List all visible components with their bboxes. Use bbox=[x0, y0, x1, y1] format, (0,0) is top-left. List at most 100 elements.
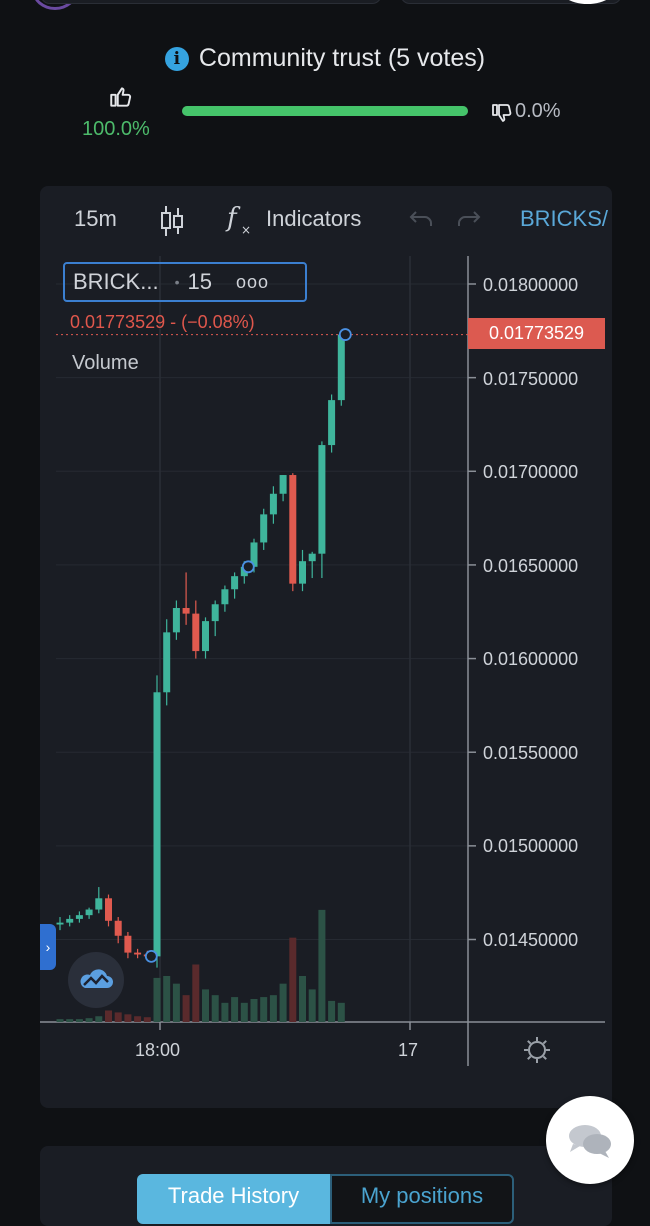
price-chart-panel: 15m f × Indicators BRICKS/ BRICK... • 15… bbox=[40, 186, 612, 1108]
thumbs-down-icon[interactable] bbox=[490, 101, 514, 125]
trade-marker bbox=[338, 328, 352, 341]
volume-bar bbox=[289, 937, 297, 1022]
volume-bar bbox=[143, 1017, 151, 1022]
symbol-selector[interactable]: BRICKS/ bbox=[520, 206, 609, 231]
volume-bar bbox=[221, 1002, 229, 1022]
candle-body bbox=[163, 632, 171, 693]
candle-body bbox=[328, 400, 336, 446]
legend-more-icon[interactable]: ooo bbox=[235, 271, 270, 292]
y-tick-label: 0.01650000 bbox=[483, 556, 579, 576]
candle-body bbox=[202, 621, 209, 652]
candle-body bbox=[337, 334, 345, 401]
volume-bar bbox=[66, 1019, 74, 1022]
volume-bar bbox=[182, 995, 190, 1022]
volume-bar bbox=[192, 964, 200, 1022]
chart-toolbar: 15m f × Indicators BRICKS/ bbox=[40, 186, 612, 252]
candle-body bbox=[134, 952, 142, 955]
candle-body bbox=[192, 613, 200, 652]
volume-bar bbox=[172, 983, 180, 1022]
volume-bar bbox=[328, 1000, 336, 1022]
volume-bar bbox=[105, 1010, 112, 1022]
volume-bar bbox=[299, 976, 306, 1022]
candle-body bbox=[211, 604, 219, 622]
volume-bar bbox=[56, 1019, 64, 1022]
legend-separator: • bbox=[174, 274, 180, 290]
volume-bar bbox=[211, 995, 219, 1022]
settings-gear-icon[interactable] bbox=[523, 1036, 551, 1064]
candle-body bbox=[66, 918, 74, 923]
svg-text:×: × bbox=[241, 223, 251, 237]
chart-legend[interactable]: BRICK... • 15 ooo bbox=[63, 262, 307, 302]
indicators-button[interactable]: Indicators bbox=[266, 206, 362, 231]
volume-bar bbox=[269, 995, 277, 1022]
trust-progress-fill bbox=[182, 106, 468, 116]
volume-bar bbox=[124, 1014, 132, 1022]
thumbs-up-icon[interactable] bbox=[108, 84, 134, 110]
volume-bar bbox=[240, 1002, 248, 1022]
volume-bar bbox=[279, 983, 287, 1022]
candle-body bbox=[318, 445, 326, 554]
top-avatar[interactable] bbox=[555, 0, 620, 4]
candle-body bbox=[308, 553, 316, 562]
tab-trade-history[interactable]: Trade History bbox=[137, 1174, 330, 1224]
community-trust-header: i Community trust (5 votes) bbox=[0, 44, 650, 73]
volume-bar bbox=[318, 909, 326, 1022]
trust-up-percent: 100.0% bbox=[82, 118, 150, 140]
candle-type-icon[interactable] bbox=[158, 204, 186, 238]
volume-label: Volume bbox=[72, 352, 139, 374]
y-tick-label: 0.01600000 bbox=[483, 649, 579, 669]
x-tick-label: 17 bbox=[398, 1040, 419, 1060]
volume-bar bbox=[202, 989, 209, 1022]
candle-body bbox=[114, 920, 122, 936]
candle-body bbox=[279, 475, 287, 494]
candle-body bbox=[231, 576, 239, 590]
volume-bar bbox=[163, 976, 171, 1022]
legend-price-change: 0.01773529 - (−0.08%) bbox=[70, 312, 255, 332]
legend-interval: 15 bbox=[187, 269, 212, 294]
trade-marker bbox=[241, 560, 255, 574]
y-tick-label: 0.01550000 bbox=[483, 743, 579, 763]
volume-bar bbox=[85, 1018, 93, 1022]
interval-selector[interactable]: 15m bbox=[74, 206, 117, 231]
volume-bar bbox=[153, 977, 161, 1022]
current-price-tag: 0.01773529 bbox=[468, 318, 605, 349]
cloud-chart-icon bbox=[80, 969, 113, 988]
candle-body bbox=[172, 608, 180, 633]
candle-body bbox=[289, 475, 297, 584]
candle-body bbox=[250, 542, 258, 567]
candlestick-chart[interactable] bbox=[40, 186, 612, 1108]
candle-body bbox=[221, 589, 229, 605]
y-tick-label: 0.01450000 bbox=[483, 930, 579, 950]
trade-marker bbox=[144, 949, 158, 963]
community-trust-title: Community trust (5 votes) bbox=[198, 44, 486, 72]
tradingview-logo[interactable] bbox=[68, 952, 124, 1008]
volume-bar bbox=[114, 1012, 122, 1022]
candle-body bbox=[75, 915, 83, 919]
chat-button[interactable] bbox=[546, 1096, 634, 1184]
fx-indicators-icon[interactable]: f × bbox=[225, 202, 255, 238]
info-icon[interactable]: i bbox=[164, 46, 189, 71]
y-tick-label: 0.01800000 bbox=[483, 275, 579, 295]
y-tick-label: 0.01750000 bbox=[483, 369, 579, 389]
candle-body bbox=[56, 922, 64, 925]
candle-body bbox=[85, 909, 93, 916]
tab-my-positions[interactable]: My positions bbox=[330, 1174, 514, 1224]
volume-bar bbox=[337, 1002, 345, 1022]
redo-icon[interactable] bbox=[456, 208, 482, 230]
candle-body bbox=[182, 608, 190, 614]
volume-bar bbox=[134, 1016, 142, 1022]
candle-body bbox=[105, 898, 112, 921]
y-tick-label: 0.01500000 bbox=[483, 836, 579, 856]
legend-symbol: BRICK... bbox=[73, 269, 159, 294]
candle-body bbox=[124, 935, 132, 953]
candle-body bbox=[269, 493, 277, 515]
drawing-toolbar-toggle[interactable]: › bbox=[40, 924, 56, 970]
volume-bar bbox=[95, 1016, 103, 1022]
volume-bar bbox=[231, 997, 239, 1022]
volume-bar bbox=[75, 1019, 83, 1022]
y-tick-label: 0.01700000 bbox=[483, 462, 579, 482]
candle-body bbox=[299, 561, 306, 584]
top-search-box[interactable] bbox=[40, 0, 382, 4]
candle-body bbox=[95, 898, 103, 910]
undo-icon[interactable] bbox=[408, 208, 434, 230]
